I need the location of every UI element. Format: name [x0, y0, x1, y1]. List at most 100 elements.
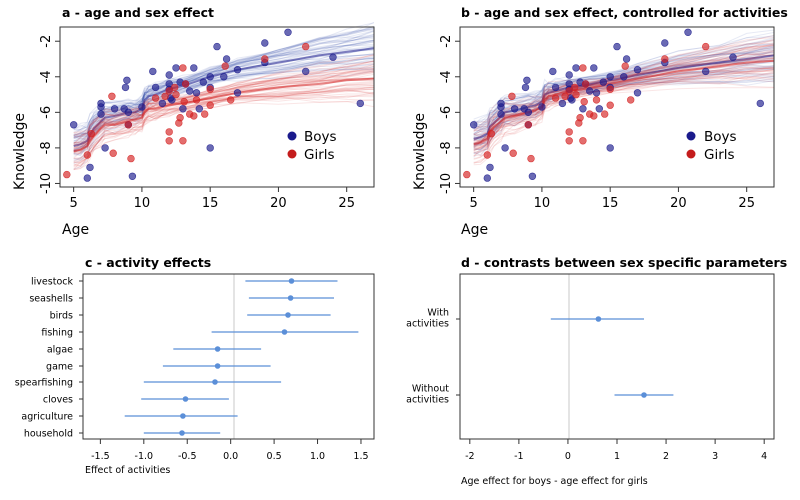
data-point-boys: [206, 73, 214, 81]
data-point-boys: [186, 87, 194, 95]
x-tick-label: 2: [663, 451, 669, 462]
data-point-boys: [121, 83, 130, 92]
data-point-boys: [684, 28, 692, 36]
data-point-boys: [568, 96, 576, 104]
data-point-boys: [579, 105, 587, 113]
fitted-draw-girls: [473, 68, 775, 137]
fitted-draw-girls: [73, 88, 375, 155]
data-point-girls: [179, 137, 187, 145]
data-point-boys: [149, 67, 157, 76]
data-point-boys: [101, 144, 109, 152]
category-label: Without: [412, 384, 449, 395]
y-tick-label: -4: [39, 70, 54, 83]
data-point-boys: [192, 89, 201, 97]
data-point-girls: [109, 149, 117, 157]
panel-a-points: [63, 28, 364, 182]
fitted-draw-girls: [73, 83, 375, 168]
fitted-draw-girls: [73, 95, 375, 164]
fitted-mean-boys: [473, 54, 775, 140]
panel-c-title: c - activity effects: [85, 255, 211, 270]
data-point-girls: [524, 121, 532, 129]
fitted-draw-boys: [73, 35, 375, 129]
data-point-girls: [581, 80, 590, 88]
panel-d: d - contrasts between sex specific param…: [406, 255, 787, 487]
data-point-boys: [497, 110, 505, 118]
fitted-draw-boys: [473, 45, 775, 130]
fitted-draw-girls: [73, 96, 375, 153]
data-point-boys: [572, 64, 580, 72]
fitted-draw-boys: [73, 28, 375, 136]
category-label: livestock: [31, 277, 73, 288]
data-point-boys: [523, 76, 531, 85]
data-point-boys: [599, 78, 607, 86]
panel-b-title: b - age and sex effect, controlled for a…: [461, 5, 788, 20]
x-tick-label: -1.0: [135, 451, 154, 462]
fitted-mean-girls: [473, 59, 775, 146]
estimate-without-activities: [641, 392, 647, 398]
data-point-girls: [570, 83, 579, 92]
x-tick-label: 1.0: [310, 451, 325, 462]
data-point-boys: [538, 103, 546, 111]
panel-b-xlabel: Age: [461, 222, 488, 238]
fitted-draw-girls: [473, 64, 775, 138]
fitted-draw-girls: [473, 68, 775, 164]
y-tick-label: -10: [39, 173, 54, 194]
fitted-draw-girls: [73, 67, 375, 137]
legend-boys-marker: [686, 131, 696, 141]
panel-a-ticks: 5 10 15 20 25 -2 -4 -6 -8 -10: [39, 35, 355, 211]
category-label: cloves: [43, 395, 73, 406]
fitted-draw-boys: [73, 40, 375, 130]
data-point-girls: [179, 64, 187, 72]
y-tick-label: -10: [439, 173, 454, 194]
x-tick-label: 4: [761, 451, 767, 462]
panel-b-legend: Boys Girls: [686, 129, 737, 163]
data-point-boys: [606, 73, 614, 81]
fitted-draw-boys: [473, 46, 775, 126]
data-point-girls: [83, 151, 92, 159]
data-point-boys: [233, 89, 242, 97]
fitted-draw-girls: [473, 51, 775, 132]
fitted-draw-boys: [73, 30, 375, 138]
panel-a: a - age and sex effect 5 10 15 20 25 -2 -4 -6 -8…: [12, 5, 375, 238]
fitted-draw-boys: [73, 26, 375, 140]
estimate-seashells: [287, 295, 294, 301]
fitted-draw-girls: [73, 81, 375, 171]
data-point-boys: [565, 71, 573, 79]
fitted-draw-boys: [73, 29, 375, 136]
category-label: household: [24, 429, 73, 440]
panel-a-legend: Boys Girls: [287, 129, 337, 163]
data-point-boys: [179, 105, 187, 113]
x-tick-label: 0.5: [267, 451, 282, 462]
fitted-draw-boys: [473, 36, 775, 132]
data-point-boys: [83, 174, 92, 182]
data-point-girls: [151, 94, 160, 102]
data-point-girls: [302, 42, 310, 51]
data-point-boys: [329, 53, 337, 61]
y-tick-label: -2: [439, 35, 454, 48]
data-point-boys: [356, 99, 364, 108]
data-point-boys: [701, 67, 710, 76]
panel-a-frame: [59, 26, 375, 188]
x-tick-label: 15: [602, 196, 619, 211]
category-label: activities: [406, 395, 449, 406]
data-point-boys: [165, 71, 173, 79]
fitted-draw-girls: [473, 48, 775, 123]
fitted-draw-boys: [473, 51, 775, 126]
panel-d-title: d - contrasts between sex specific param…: [461, 255, 787, 270]
fitted-draw-boys: [73, 39, 375, 142]
data-point-girls: [592, 96, 601, 104]
fitted-draw-boys: [73, 22, 375, 137]
y-tick-label: -8: [39, 141, 54, 154]
data-point-boys: [110, 105, 119, 113]
fitted-draw-boys: [473, 49, 775, 123]
panel-b-points: [463, 28, 764, 182]
fitted-draw-boys: [73, 39, 375, 146]
fitted-draw-girls: [73, 83, 375, 170]
data-point-boys: [128, 172, 137, 181]
fitted-draw-boys: [473, 34, 775, 138]
data-point-boys: [158, 99, 167, 108]
data-point-boys: [199, 78, 208, 86]
data-point-boys: [284, 28, 292, 36]
data-point-girls: [565, 128, 573, 136]
